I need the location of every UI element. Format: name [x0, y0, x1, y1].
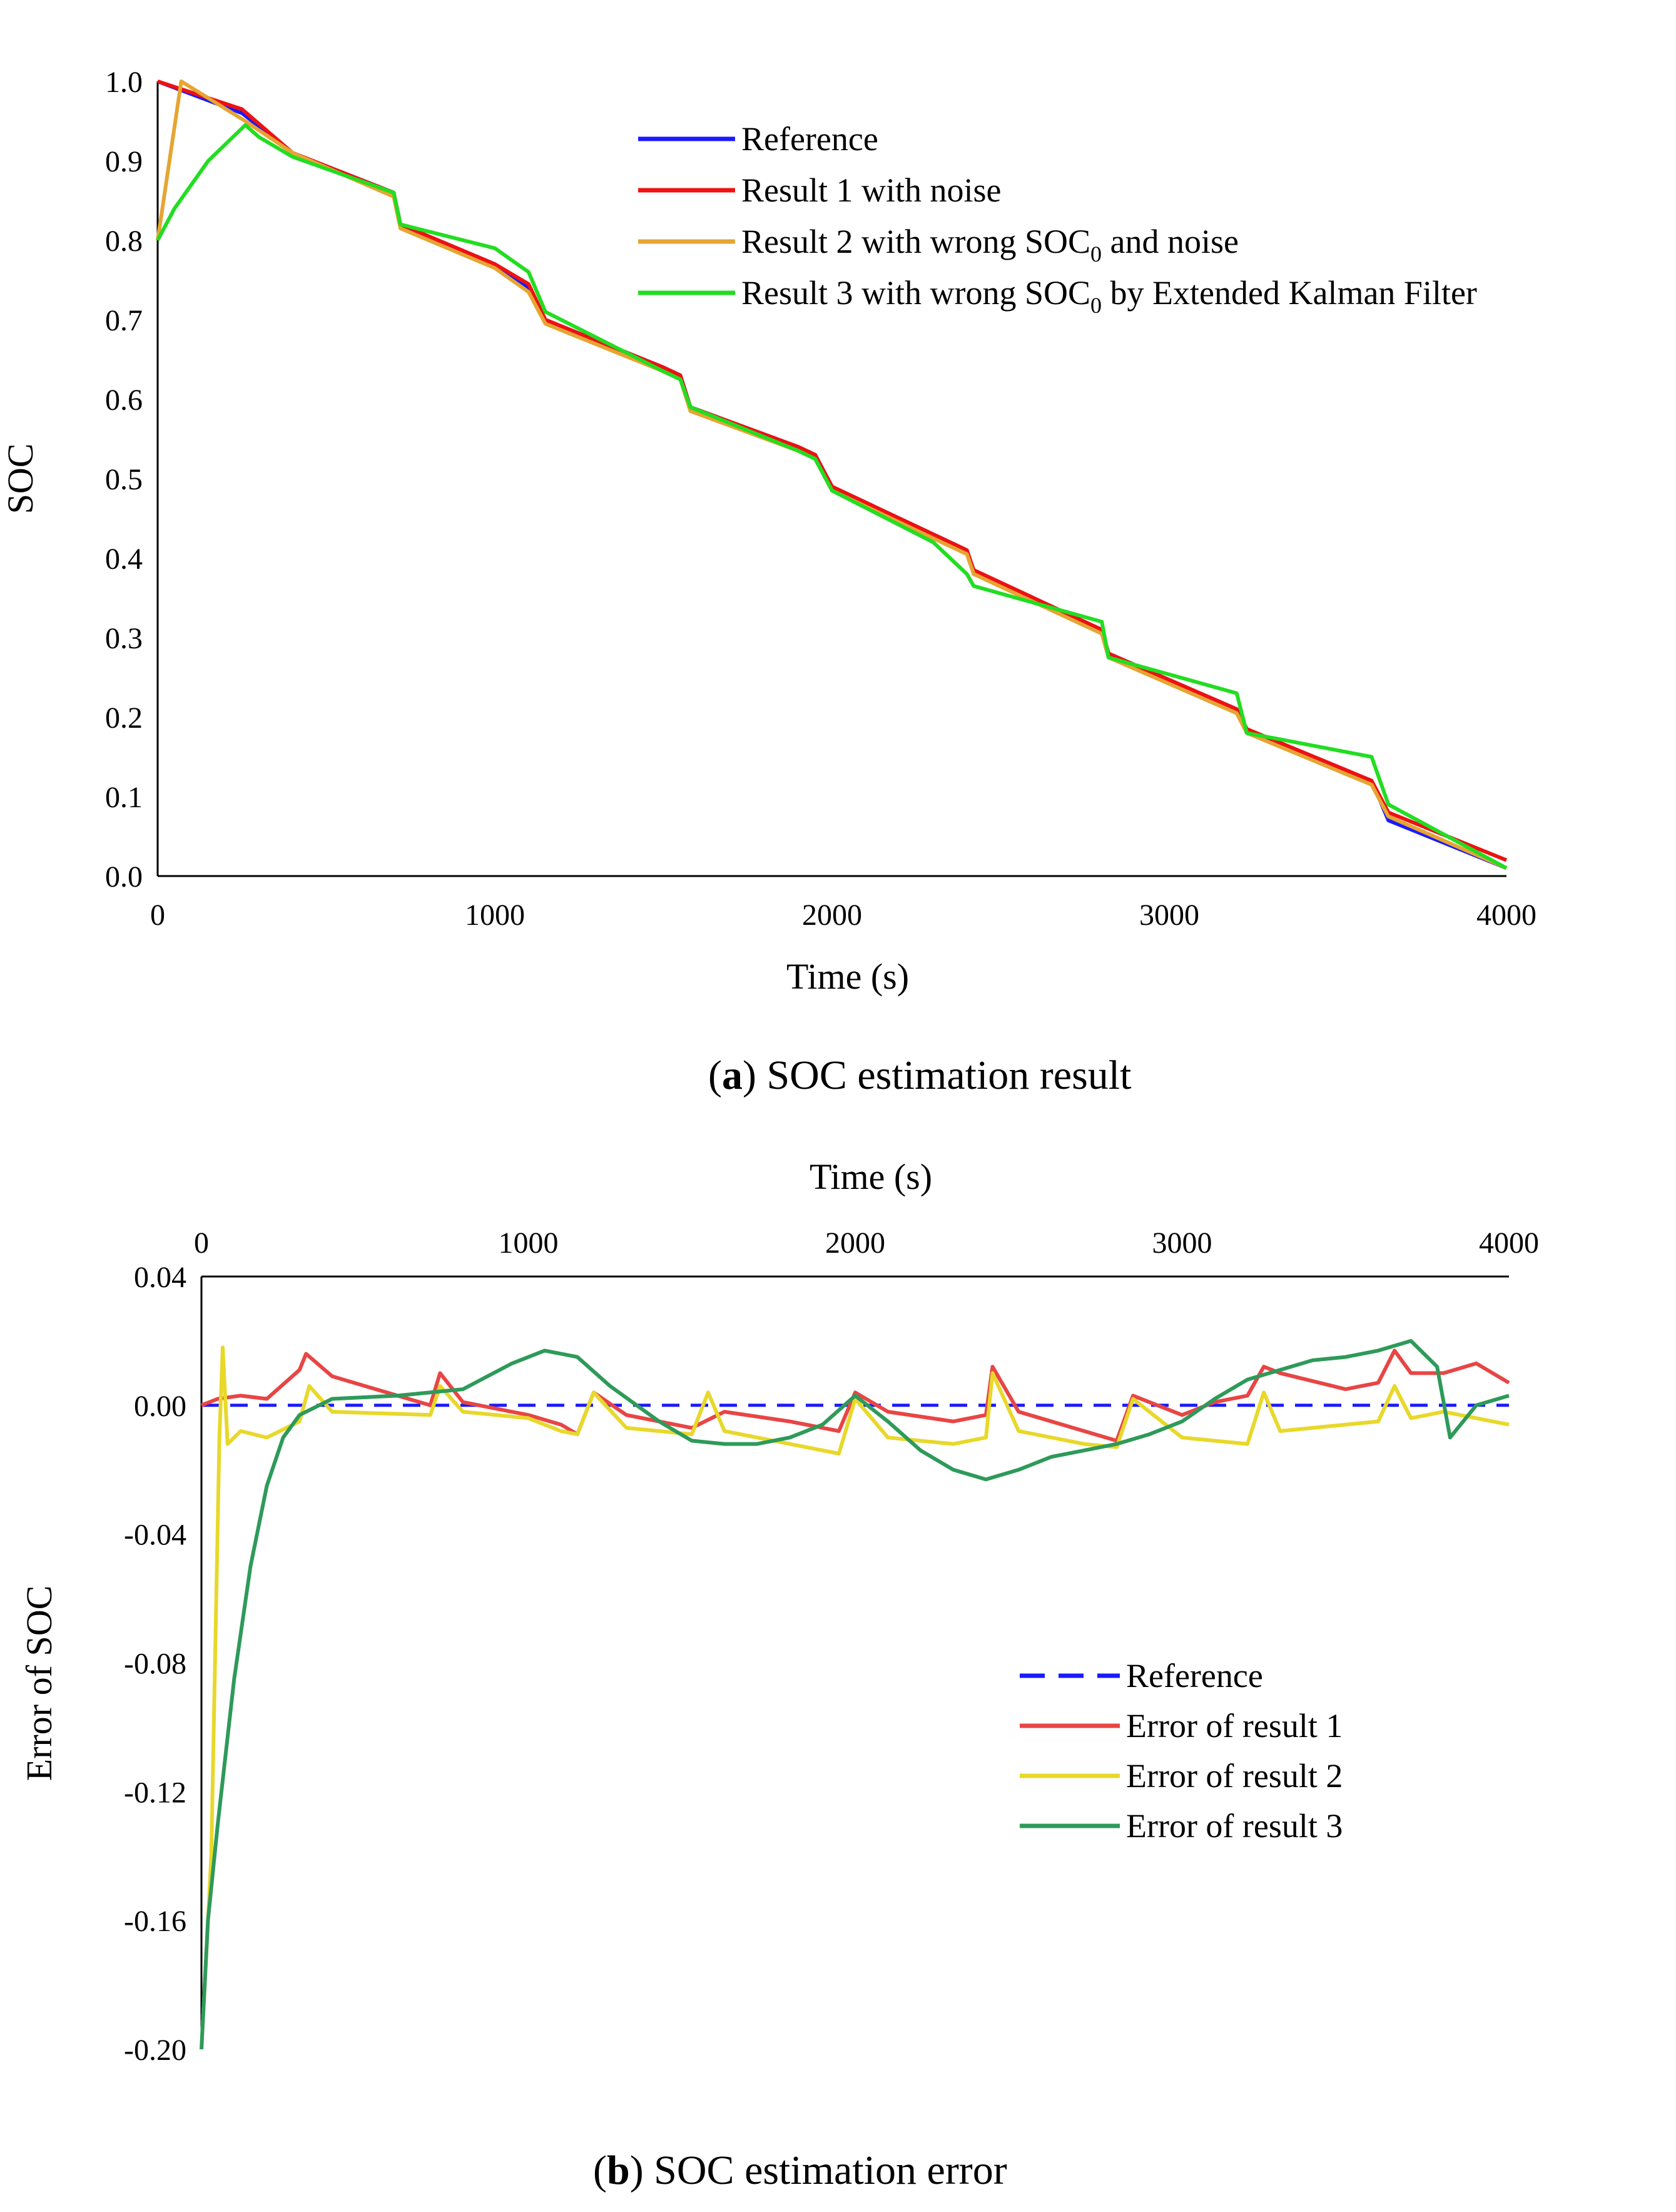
- x-tick-label: 0: [150, 899, 165, 932]
- legend-label: Result 2 with wrong SOC0 and noise: [741, 223, 1239, 267]
- series-line-4: [200, 1338, 1510, 2050]
- y-tick-label: 0.3: [105, 622, 143, 655]
- y-axis-title: SOC: [0, 444, 41, 514]
- legend-label: Error of result 1: [1126, 1707, 1343, 1745]
- legend-label-text: Reference: [741, 120, 878, 158]
- legend-label: Result 3 with wrong SOC0 by Extended Kal…: [741, 274, 1477, 318]
- legend-label: Reference: [741, 120, 878, 158]
- legend-label-subscript: 0: [1090, 293, 1102, 318]
- series-line-3: [200, 1345, 1510, 2050]
- y-tick-label: 0.00: [134, 1390, 186, 1423]
- series-line-4: [156, 123, 1508, 870]
- legend-label: Result 1 with noise: [741, 171, 1002, 209]
- legend-label-tail: and noise: [1102, 223, 1239, 260]
- y-tick-label: 1.0: [105, 66, 143, 99]
- y-tick-label: 0.1: [105, 781, 143, 814]
- caption-prefix: (: [593, 2148, 607, 2193]
- legend-label-text: Result 3 with wrong SOC: [741, 274, 1090, 312]
- x-tick-label: 0: [194, 1226, 209, 1260]
- y-tick-label: -0.20: [124, 2034, 186, 2067]
- y-tick-label: 0.2: [105, 701, 143, 735]
- x-axis-title: Time (s): [810, 1156, 932, 1197]
- y-tick-label: 0.7: [105, 304, 143, 337]
- y-tick-label: 0.8: [105, 225, 143, 258]
- figure-caption: (a) SOC estimation result: [708, 1052, 1131, 1098]
- y-tick-label: 0.0: [105, 860, 143, 894]
- legend-label-text: Reference: [1126, 1657, 1263, 1695]
- caption-letter: b: [607, 2148, 630, 2193]
- caption-prefix: (: [708, 1052, 722, 1098]
- legend-label: Error of result 3: [1126, 1807, 1343, 1845]
- y-axis-title: Error of SOC: [19, 1586, 59, 1781]
- legend-label-text: Error of result 3: [1126, 1807, 1343, 1845]
- legend-label: Reference: [1126, 1657, 1263, 1695]
- caption-text: ) SOC estimation result: [743, 1052, 1131, 1098]
- x-tick-label: 4000: [1479, 1226, 1539, 1260]
- legend-label-text: Result 1 with noise: [741, 171, 1002, 209]
- series-line-2: [200, 1348, 1510, 1443]
- caption-text: ) SOC estimation error: [630, 2148, 1007, 2193]
- legend-label: Error of result 2: [1126, 1757, 1343, 1795]
- x-tick-label: 1000: [499, 1226, 559, 1260]
- x-tick-label: 2000: [802, 899, 862, 932]
- y-tick-label: 0.9: [105, 145, 143, 178]
- y-tick-label: 0.04: [134, 1261, 186, 1294]
- caption-letter: a: [722, 1052, 743, 1098]
- y-tick-label: -0.12: [124, 1776, 186, 1809]
- legend-label-text: Error of result 2: [1126, 1757, 1343, 1795]
- legend-label-text: Error of result 1: [1126, 1707, 1343, 1745]
- figure-caption: (b) SOC estimation error: [593, 2148, 1007, 2193]
- legend-label-tail: by Extended Kalman Filter: [1102, 274, 1477, 312]
- y-tick-label: -0.16: [124, 1905, 186, 1938]
- legend-label-text: Result 2 with wrong SOC: [741, 223, 1090, 260]
- y-tick-label: -0.08: [124, 1648, 186, 1681]
- y-tick-label: -0.04: [124, 1519, 186, 1552]
- x-tick-label: 4000: [1476, 899, 1536, 932]
- legend-label-subscript: 0: [1090, 242, 1102, 267]
- x-tick-label: 2000: [825, 1226, 885, 1260]
- y-tick-label: 0.5: [105, 463, 143, 496]
- x-tick-label: 3000: [1152, 1226, 1212, 1260]
- y-tick-label: 0.6: [105, 384, 143, 417]
- x-tick-label: 3000: [1139, 899, 1199, 932]
- y-tick-label: 0.4: [105, 543, 143, 576]
- x-axis-title: Time (s): [786, 956, 909, 997]
- x-tick-label: 1000: [465, 899, 525, 932]
